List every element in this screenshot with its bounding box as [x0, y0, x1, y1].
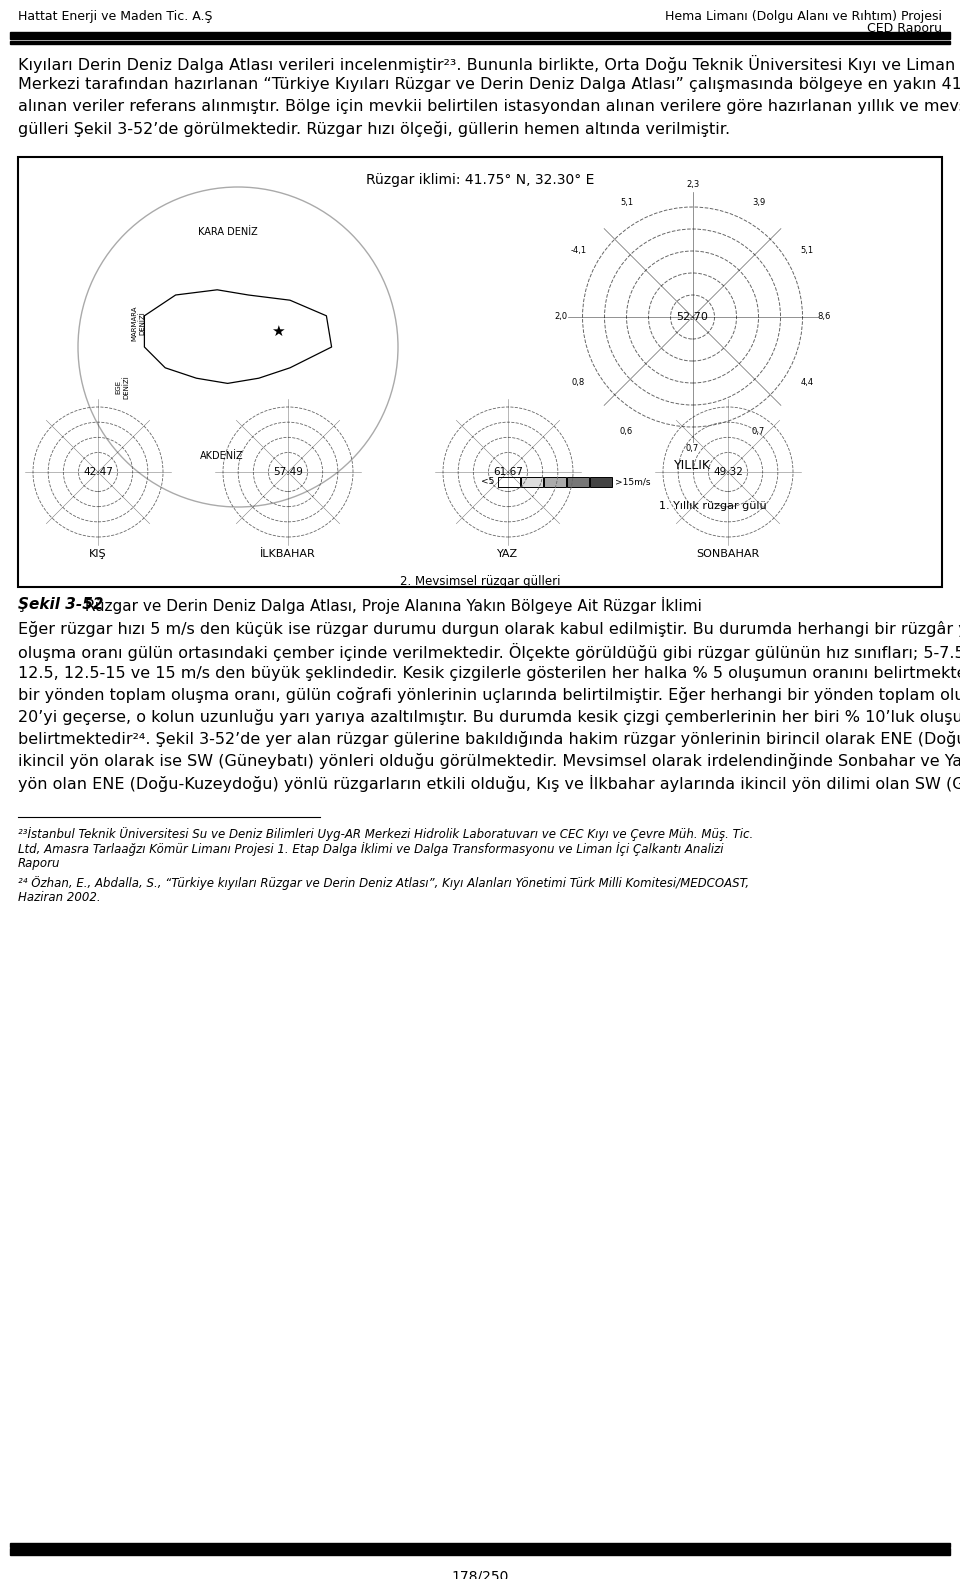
Text: 49.32: 49.32: [713, 467, 743, 477]
Text: 2,3: 2,3: [685, 180, 699, 189]
Bar: [567, 477, 589, 486]
Text: YILLIK: YILLIK: [674, 459, 711, 472]
Text: 1. Yıllık rüzgar gülü: 1. Yıllık rüzgar gülü: [659, 501, 766, 512]
Text: MARMARA
DENİZİ: MARMARA DENİZİ: [132, 305, 146, 341]
Text: yön olan ENE (Doğu-Kuzeydoğu) yönlü rüzgarların etkili olduğu, Kış ve İlkbahar a: yön olan ENE (Doğu-Kuzeydoğu) yönlü rüzg…: [18, 775, 960, 793]
Text: 61.67: 61.67: [493, 467, 523, 477]
Text: Raporu: Raporu: [18, 857, 60, 870]
Text: 20’yi geçerse, o kolun uzunluğu yarı yarıya azaltılmıştır. Bu durumda kesik çizg: 20’yi geçerse, o kolun uzunluğu yarı yar…: [18, 709, 960, 725]
Text: alınan veriler referans alınmıştır. Bölge için mevkii belirtilen istasyondan alı: alınan veriler referans alınmıştır. Bölg…: [18, 99, 960, 114]
Text: İLKBAHAR: İLKBAHAR: [260, 549, 316, 559]
Text: ²³İstanbul Teknik Üniversitesi Su ve Deniz Bilimleri Uyg-AR Merkezi Hidrolik Lab: ²³İstanbul Teknik Üniversitesi Su ve Den…: [18, 827, 754, 842]
Text: ÇED Raporu: ÇED Raporu: [867, 22, 942, 35]
Text: EGE
DENİZİ: EGE DENİZİ: [116, 376, 130, 399]
Text: 2. Mevsimsel rüzgar gülleri: 2. Mevsimsel rüzgar gülleri: [399, 575, 561, 587]
Text: 0,8: 0,8: [571, 379, 585, 387]
Text: Şekil 3-52: Şekil 3-52: [18, 597, 104, 613]
Text: 2,0: 2,0: [554, 313, 567, 322]
Text: ikincil yön olarak ise SW (Güneybatı) yönleri olduğu görülmektedir. Mevsimsel ol: ikincil yön olarak ise SW (Güneybatı) yö…: [18, 753, 960, 769]
Text: -4,1: -4,1: [570, 246, 587, 256]
Text: 5,1: 5,1: [801, 246, 813, 256]
Text: 8,6: 8,6: [818, 313, 831, 322]
Text: AKDENİZ: AKDENİZ: [201, 450, 244, 461]
Text: Eğer rüzgar hızı 5 m/s den küçük ise rüzgar durumu durgun olarak kabul edilmişti: Eğer rüzgar hızı 5 m/s den küçük ise rüz…: [18, 621, 960, 636]
Text: KARA DENİZ: KARA DENİZ: [198, 227, 258, 237]
Bar: [498, 477, 520, 486]
Text: Rüzgar ve Derin Deniz Dalga Atlası, Proje Alanına Yakın Bölgeye Ait Rüzgar İklim: Rüzgar ve Derin Deniz Dalga Atlası, Proj…: [80, 597, 702, 614]
Text: 5,1: 5,1: [620, 199, 633, 207]
Bar: [10, 41, 950, 44]
Bar: [10, 32, 950, 39]
Bar: [521, 477, 543, 486]
Text: 0,7: 0,7: [752, 426, 765, 436]
Text: >15m/s: >15m/s: [615, 477, 651, 486]
Text: Hattat Enerji ve Maden Tic. A.Ş: Hattat Enerji ve Maden Tic. A.Ş: [18, 9, 212, 24]
Text: 3,9: 3,9: [752, 199, 765, 207]
Bar: [18, 156, 942, 587]
Text: Haziran 2002.: Haziran 2002.: [18, 891, 101, 905]
Text: Ltd, Amasra Tarlaağzı Kömür Limanı Projesi 1. Etap Dalga İklimi ve Dalga Transfo: Ltd, Amasra Tarlaağzı Kömür Limanı Proje…: [18, 842, 724, 856]
Text: <5: <5: [481, 477, 494, 486]
Text: belirtmektedir²⁴. Şekil 3-52’de yer alan rüzgar gülerine bakıldığında hakim rüzg: belirtmektedir²⁴. Şekil 3-52’de yer alan…: [18, 731, 960, 747]
Text: 57.49: 57.49: [273, 467, 303, 477]
Text: oluşma oranı gülün ortasındaki çember içinde verilmektedir. Ölçekte görüldüğü gi: oluşma oranı gülün ortasındaki çember iç…: [18, 643, 960, 662]
Text: Kıyıları Derin Deniz Dalga Atlası verileri incelenmiştir²³. Bununla birlikte, Or: Kıyıları Derin Deniz Dalga Atlası verile…: [18, 55, 960, 73]
Text: 0,6: 0,6: [620, 426, 634, 436]
Bar: [10, 1547, 950, 1555]
Text: 52.70: 52.70: [677, 313, 708, 322]
Text: ★: ★: [271, 324, 285, 338]
Text: 12.5, 12.5-15 ve 15 m/s den büyük şeklindedir. Kesik çizgilerle gösterilen her h: 12.5, 12.5-15 ve 15 m/s den büyük şeklin…: [18, 665, 960, 681]
Text: ²⁴ Özhan, E., Abdalla, S., “Türkiye kıyıları Rüzgar ve Derin Deniz Atlası”, Kıyı: ²⁴ Özhan, E., Abdalla, S., “Türkiye kıyı…: [18, 876, 749, 891]
Text: Merkezi tarafından hazırlanan “Türkiye Kıyıları Rüzgar ve Derin Deniz Dalga Atla: Merkezi tarafından hazırlanan “Türkiye K…: [18, 77, 960, 92]
Text: 42.47: 42.47: [84, 467, 113, 477]
Bar: [544, 477, 566, 486]
Text: YAZ: YAZ: [497, 549, 518, 559]
Text: 4,4: 4,4: [801, 379, 813, 387]
Bar: [10, 1543, 950, 1547]
Text: Hema Limanı (Dolgu Alanı ve Rıhtım) Projesi: Hema Limanı (Dolgu Alanı ve Rıhtım) Proj…: [665, 9, 942, 24]
Text: KIŞ: KIŞ: [89, 549, 107, 559]
Text: 0,7: 0,7: [685, 445, 699, 453]
Bar: [590, 477, 612, 486]
Text: Rüzgar iklimi: 41.75° N, 32.30° E: Rüzgar iklimi: 41.75° N, 32.30° E: [366, 174, 594, 186]
Text: bir yönden toplam oluşma oranı, gülün coğrafi yönlerinin uçlarında belirtilmişti: bir yönden toplam oluşma oranı, gülün co…: [18, 687, 960, 703]
Text: gülleri Şekil 3-52’de görülmektedir. Rüzgar hızı ölçeği, güllerin hemen altında : gülleri Şekil 3-52’de görülmektedir. Rüz…: [18, 122, 731, 137]
Text: SONBAHAR: SONBAHAR: [696, 549, 759, 559]
Text: 178/250: 178/250: [451, 1570, 509, 1579]
